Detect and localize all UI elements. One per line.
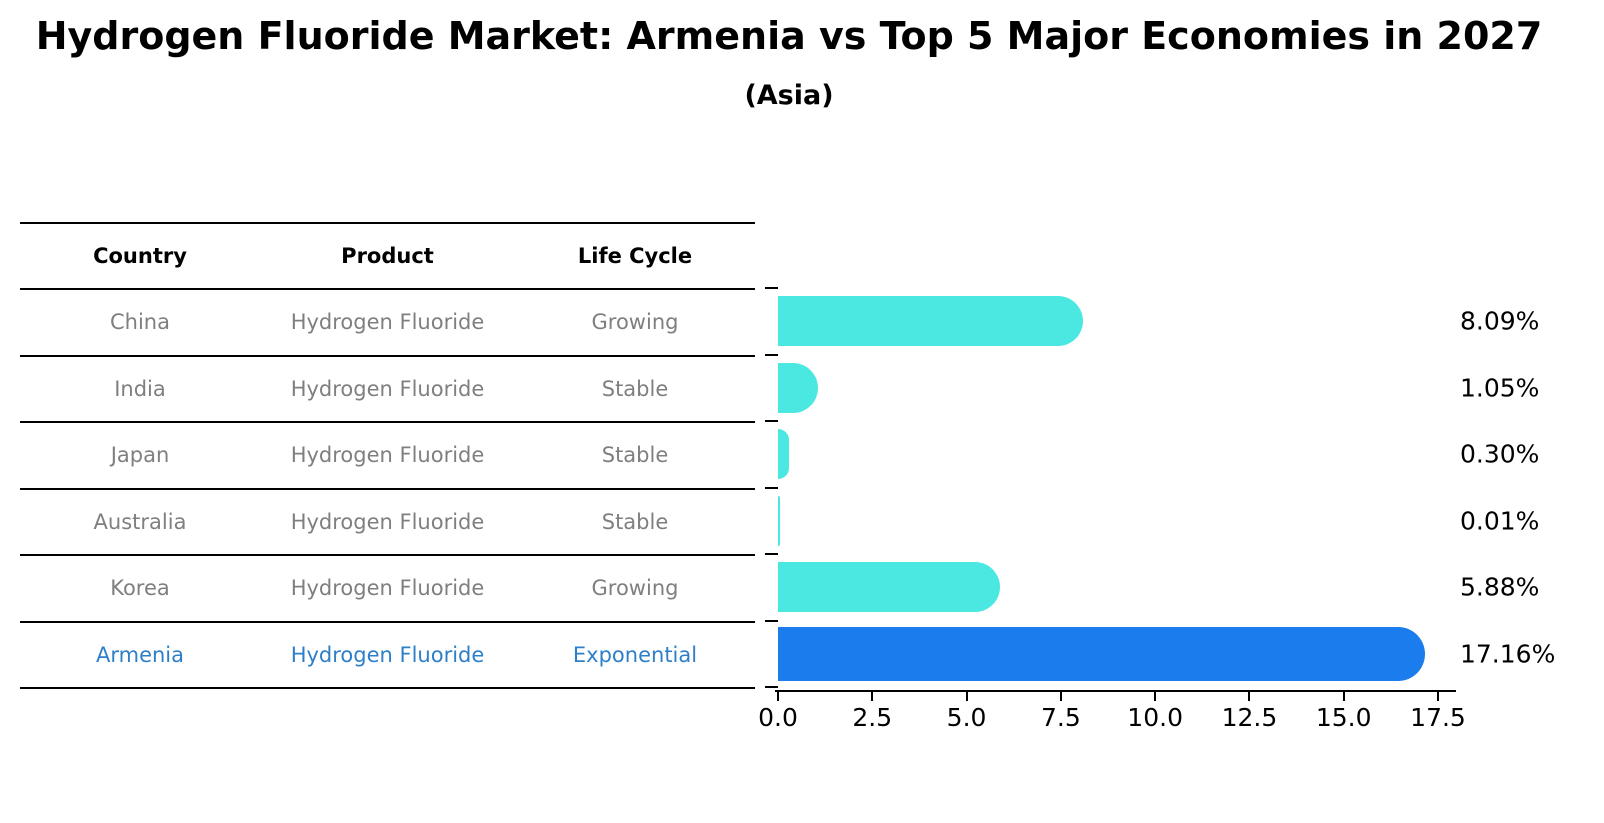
x-axis-tick-label: 15.0 <box>1315 703 1372 732</box>
cell-life-cycle: Stable <box>601 443 669 468</box>
y-axis-tick <box>765 287 778 289</box>
bar-australia <box>778 495 780 546</box>
y-axis-tick <box>765 553 778 555</box>
y-axis-tick <box>765 420 778 422</box>
x-axis-tick-label: 10.0 <box>1127 703 1183 732</box>
chart-row-india: 1.05% <box>778 355 1539 422</box>
x-axis-tick <box>1248 692 1251 701</box>
x-axis-tick-label: 0.0 <box>758 703 798 732</box>
cell-life-cycle: Stable <box>601 509 669 534</box>
x-axis-tick-label: 2.5 <box>852 703 893 732</box>
cell-product: Hydrogen Fluoride <box>290 310 485 335</box>
bar-japan <box>778 429 790 479</box>
bar-plot-area: 8.09% 1.05% 0.30% 0.01% 5.88% 17.16% <box>765 287 1555 688</box>
cell-product: Hydrogen Fluoride <box>290 443 485 468</box>
bar-india <box>778 362 818 413</box>
cell-country: Japan <box>110 443 170 468</box>
chart-row-australia: 0.01% <box>778 488 1539 555</box>
chart-row-korea: 5.88% <box>778 554 1539 621</box>
table-row-korea: Korea Hydrogen Fluoride Growing <box>20 556 755 623</box>
x-axis-tick <box>1059 692 1062 701</box>
y-axis-tick <box>765 619 778 622</box>
table-row-australia: Australia Hydrogen Fluoride Stable <box>20 490 755 556</box>
cell-product: Hydrogen Fluoride <box>290 376 485 401</box>
chart-subtitle: (Asia) <box>744 80 834 111</box>
table-body: China Hydrogen Fluoride Growing India Hydrog… <box>20 290 755 689</box>
chart-title: Hydrogen Fluoride Market: Armenia vs Top… <box>35 14 1543 58</box>
x-axis-tick-label: 12.5 <box>1221 703 1278 732</box>
value-label-armenia: 17.16% <box>1460 639 1556 669</box>
column-header-product: Product <box>341 244 434 268</box>
x-axis-tick <box>1437 692 1439 701</box>
cell-country: India <box>114 376 166 401</box>
data-table: Country Product Life Cycle China Hydrogen… <box>20 222 755 689</box>
value-label-china: 8.09% <box>1460 306 1540 336</box>
table-header-row: Country Product Life Cycle <box>20 224 755 290</box>
y-axis-tick <box>765 353 778 356</box>
x-axis-tick <box>965 692 968 701</box>
chart-row-japan: 0.30% <box>778 421 1539 488</box>
x-axis-tick <box>871 692 874 701</box>
cell-country: Armenia <box>95 642 185 667</box>
x-axis-tick <box>1342 692 1345 701</box>
cell-life-cycle: Stable <box>601 376 669 401</box>
y-axis-tick <box>765 686 778 688</box>
table-row-india: India Hydrogen Fluoride Stable <box>20 357 755 423</box>
x-axis-tick <box>1154 692 1157 701</box>
table-row-japan: Japan Hydrogen Fluoride Stable <box>20 423 755 490</box>
value-label-india: 1.05% <box>1460 373 1540 403</box>
cell-product: Hydrogen Fluoride <box>290 576 485 601</box>
column-header-life-cycle: Life Cycle <box>577 244 693 268</box>
y-axis-tick <box>765 486 778 489</box>
cell-product: Hydrogen Fluoride <box>290 509 485 534</box>
cell-product: Hydrogen Fluoride <box>290 642 485 667</box>
table-row-armenia: Armenia Hydrogen Fluoride Exponential <box>20 623 755 689</box>
bar-korea <box>778 562 1000 612</box>
value-label-australia: 0.01% <box>1460 506 1540 536</box>
bar-china <box>778 296 1084 346</box>
cell-life-cycle: Growing <box>591 310 679 335</box>
cell-life-cycle: Exponential <box>572 642 698 667</box>
chart-row-armenia: 17.16% <box>778 621 1555 688</box>
cell-country: Korea <box>110 576 170 601</box>
bar-armenia <box>778 626 1426 681</box>
table-row-china: China Hydrogen Fluoride Growing <box>20 290 755 357</box>
value-label-korea: 5.88% <box>1460 572 1540 602</box>
cell-life-cycle: Growing <box>591 576 679 601</box>
cell-country: China <box>110 310 170 335</box>
value-label-japan: 0.30% <box>1460 439 1540 469</box>
x-axis-tick <box>777 692 779 701</box>
x-axis-tick-label: 5.0 <box>946 703 987 732</box>
x-axis-tick-label: 17.5 <box>1410 703 1466 732</box>
x-axis-line <box>775 690 1456 692</box>
x-axis-tick-label: 7.5 <box>1040 703 1081 732</box>
chart-row-china: 8.09% <box>778 288 1539 355</box>
cell-country: Australia <box>93 509 187 534</box>
column-header-country: Country <box>93 244 187 268</box>
